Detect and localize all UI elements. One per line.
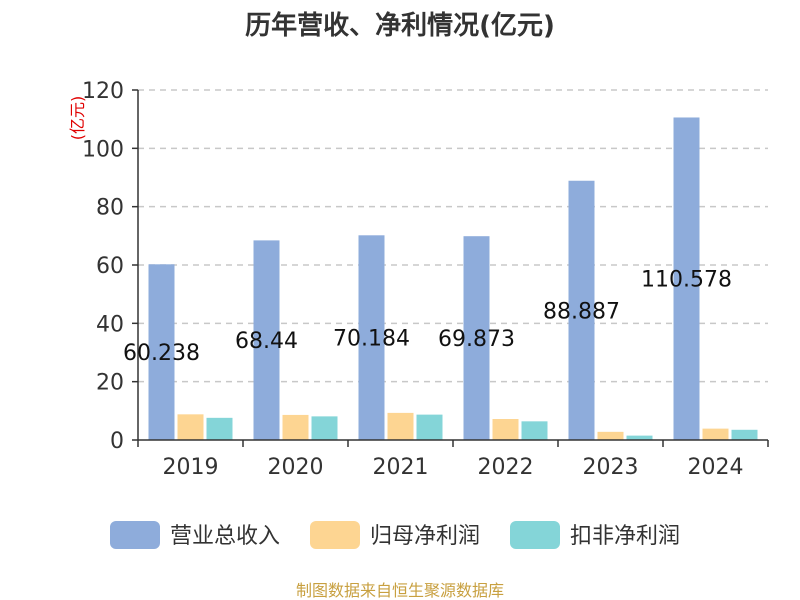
y-tick-label: 80 (96, 196, 124, 221)
bar-归母净利润-2022 (492, 419, 519, 440)
legend-swatch-归母净利润[interactable] (310, 521, 360, 549)
bar-营业总收入-2019 (148, 264, 175, 440)
y-tick-label: 100 (82, 137, 124, 162)
data-label: 69.873 (438, 327, 515, 352)
x-tick-label: 2020 (268, 455, 324, 480)
data-label: 70.184 (333, 327, 410, 352)
x-tick-label: 2024 (688, 455, 744, 480)
data-label: 88.887 (543, 299, 620, 324)
chart-title: 历年营收、净利情况(亿元) (245, 10, 555, 41)
source-note: 制图数据来自恒生聚源数据库 (296, 581, 504, 600)
legend-swatch-扣非净利润[interactable] (510, 521, 560, 549)
bar-营业总收入-2020 (253, 240, 280, 440)
legend[interactable]: 营业总收入 归母净利润 扣非净利润 (110, 521, 680, 549)
axes: 0 20 40 60 80 100 120 2019 2020 2021 2022 2023 2024 (82, 79, 769, 480)
y-axis-unit-label: (亿元) (68, 96, 87, 141)
bar-归母净利润-2024 (702, 428, 729, 440)
y-tick-label: 0 (110, 429, 124, 454)
data-label: 68.44 (235, 329, 298, 354)
bar-营业总收入-2023 (568, 180, 595, 440)
y-tick-label: 40 (96, 312, 124, 337)
bar-归母净利润-2021 (387, 412, 414, 440)
data-label: 60.238 (123, 341, 200, 366)
x-tick-label: 2019 (163, 455, 219, 480)
legend-label[interactable]: 扣非净利润 (570, 524, 680, 549)
bar-营业总收入-2022 (463, 236, 490, 440)
bar-扣非净利润-2020 (311, 416, 338, 440)
bar-group (148, 117, 758, 440)
data-labels: 60.238 68.44 70.184 69.873 88.887 110.578 (123, 268, 732, 366)
grid-lines (138, 89, 768, 383)
y-tick-label: 120 (82, 79, 124, 104)
bar-归母净利润-2023 (597, 431, 624, 440)
bar-扣非净利润-2024 (731, 429, 758, 440)
x-tick-label: 2023 (583, 455, 639, 480)
bar-营业总收入-2021 (358, 235, 385, 440)
bar-扣非净利润-2021 (416, 414, 443, 440)
legend-label[interactable]: 营业总收入 (170, 524, 280, 549)
bar-营业总收入-2024 (673, 117, 700, 440)
bar-扣非净利润-2023 (626, 435, 653, 440)
y-tick-label: 20 (96, 371, 124, 396)
x-tick-label: 2021 (373, 455, 429, 480)
x-tick-label: 2022 (478, 455, 534, 480)
y-tick-label: 60 (96, 254, 124, 279)
bar-扣非净利润-2022 (521, 421, 548, 440)
data-label: 110.578 (641, 268, 732, 293)
bar-扣非净利润-2019 (206, 417, 233, 440)
bar-归母净利润-2019 (177, 414, 204, 440)
bar-归母净利润-2020 (282, 414, 309, 440)
legend-label[interactable]: 归母净利润 (370, 524, 480, 549)
legend-swatch-营业总收入[interactable] (110, 521, 160, 549)
